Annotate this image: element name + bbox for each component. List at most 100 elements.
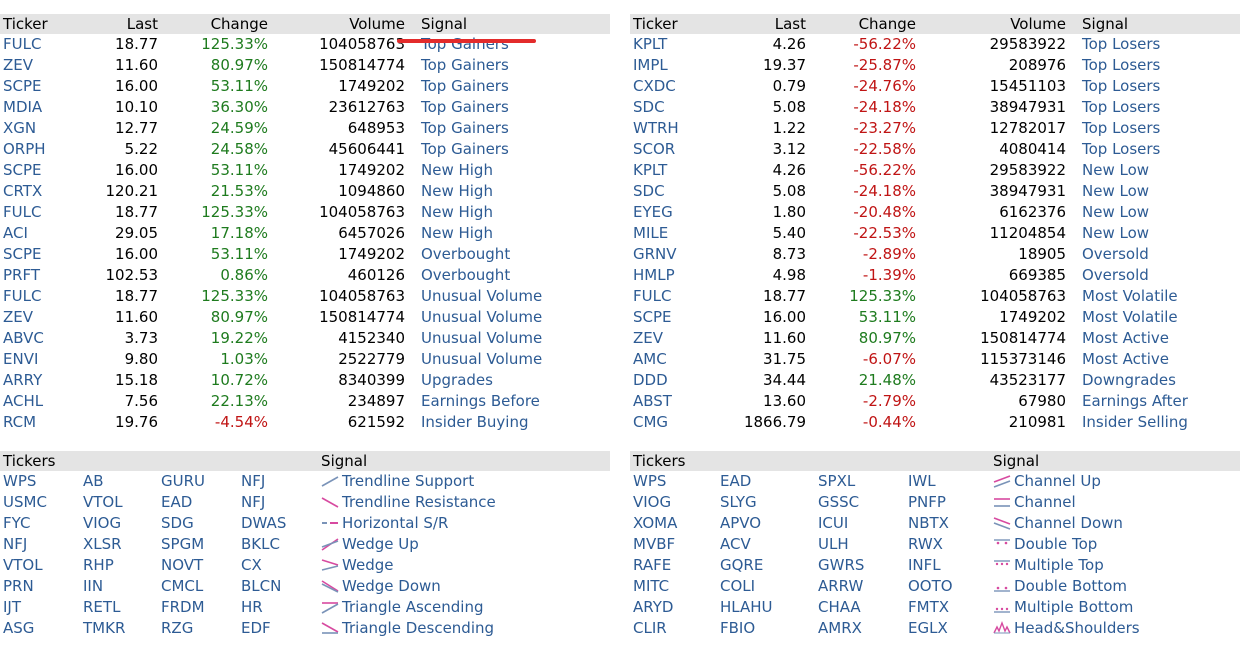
signal-link[interactable]: Unusual Volume [421, 350, 543, 368]
signal-link[interactable]: Top Losers [1082, 140, 1161, 158]
ticker-link[interactable]: CHAA [818, 598, 861, 616]
ticker-link[interactable]: BKLC [241, 535, 280, 553]
ticker-link[interactable]: HLAHU [720, 598, 773, 616]
ticker-link[interactable]: VIOG [83, 514, 122, 532]
ticker-link[interactable]: SCPE [3, 161, 42, 179]
ticker-link[interactable]: AMRX [818, 619, 862, 637]
ticker-link[interactable]: NBTX [908, 514, 949, 532]
signal-link[interactable]: Unusual Volume [421, 329, 543, 347]
ticker-link[interactable]: XLSR [83, 535, 122, 553]
ticker-link[interactable]: FULC [633, 287, 672, 305]
ticker-link[interactable]: MVBF [633, 535, 676, 553]
pattern-signal-link[interactable]: Channel Up [990, 471, 1240, 492]
signal-link[interactable]: Earnings After [1082, 392, 1188, 410]
signal-link[interactable]: New High [421, 203, 493, 221]
pattern-signal-link[interactable]: Multiple Top [990, 555, 1240, 576]
signal-link[interactable]: Earnings Before [421, 392, 540, 410]
pattern-signal-link[interactable]: Triangle Descending [318, 618, 610, 639]
pattern-signal-link[interactable]: Double Bottom [990, 576, 1240, 597]
ticker-link[interactable]: RWX [908, 535, 943, 553]
signal-link[interactable]: Top Gainers [421, 35, 509, 53]
signal-link[interactable]: Insider Selling [1082, 413, 1188, 431]
signal-link[interactable]: Overbought [421, 266, 511, 284]
ticker-link[interactable]: DWAS [241, 514, 287, 532]
ticker-link[interactable]: CXDC [633, 77, 676, 95]
ticker-link[interactable]: RZG [161, 619, 194, 637]
ticker-link[interactable]: SCPE [3, 245, 42, 263]
ticker-link[interactable]: USMC [3, 493, 47, 511]
ticker-link[interactable]: WPS [3, 472, 37, 490]
ticker-link[interactable]: HR [241, 598, 263, 616]
ticker-link[interactable]: EDF [241, 619, 271, 637]
ticker-link[interactable]: RCM [3, 413, 37, 431]
ticker-link[interactable]: IWL [908, 472, 936, 490]
signal-link[interactable]: Top Losers [1082, 56, 1161, 74]
ticker-link[interactable]: RETL [83, 598, 121, 616]
ticker-link[interactable]: TMKR [83, 619, 126, 637]
pattern-signal-link[interactable]: Wedge [318, 555, 610, 576]
ticker-link[interactable]: IIN [83, 577, 104, 595]
ticker-link[interactable]: ULH [818, 535, 849, 553]
ticker-link[interactable]: XOMA [633, 514, 678, 532]
ticker-link[interactable]: ACI [3, 224, 28, 242]
ticker-link[interactable]: APVO [720, 514, 762, 532]
signal-link[interactable]: Upgrades [421, 371, 493, 389]
ticker-link[interactable]: PNFP [908, 493, 946, 511]
ticker-link[interactable]: AMC [633, 350, 667, 368]
signal-link[interactable]: Oversold [1082, 245, 1149, 263]
ticker-link[interactable]: MITC [633, 577, 670, 595]
ticker-link[interactable]: ZEV [633, 329, 664, 347]
ticker-link[interactable]: ARYD [633, 598, 674, 616]
ticker-link[interactable]: SDC [633, 182, 665, 200]
signal-link[interactable]: New High [421, 161, 493, 179]
signal-link[interactable]: Top Gainers [421, 140, 509, 158]
pattern-signal-link[interactable]: Trendline Support [318, 471, 610, 492]
ticker-link[interactable]: CRTX [3, 182, 43, 200]
ticker-link[interactable]: INFL [908, 556, 941, 574]
ticker-link[interactable]: NFJ [3, 535, 28, 553]
ticker-link[interactable]: SPXL [818, 472, 856, 490]
ticker-link[interactable]: RAFE [633, 556, 672, 574]
signal-link[interactable]: Insider Buying [421, 413, 529, 431]
ticker-link[interactable]: ABVC [3, 329, 44, 347]
ticker-link[interactable]: SCOR [633, 140, 676, 158]
ticker-link[interactable]: FULC [3, 287, 42, 305]
pattern-signal-link[interactable]: Head&Shoulders [990, 618, 1240, 639]
ticker-link[interactable]: FMTX [908, 598, 950, 616]
ticker-link[interactable]: ASG [3, 619, 35, 637]
pattern-signal-link[interactable]: Channel [990, 492, 1240, 513]
ticker-link[interactable]: ACHL [3, 392, 44, 410]
ticker-link[interactable]: ARRW [818, 577, 864, 595]
ticker-link[interactable]: VIOG [633, 493, 672, 511]
ticker-link[interactable]: EGLX [908, 619, 948, 637]
ticker-link[interactable]: VTOL [3, 556, 43, 574]
ticker-link[interactable]: EAD [161, 493, 193, 511]
signal-link[interactable]: Top Gainers [421, 56, 509, 74]
signal-link[interactable]: New Low [1082, 203, 1150, 221]
ticker-link[interactable]: MDIA [3, 98, 43, 116]
ticker-link[interactable]: SDG [161, 514, 194, 532]
ticker-link[interactable]: AB [83, 472, 104, 490]
ticker-link[interactable]: ABST [633, 392, 672, 410]
signal-link[interactable]: Top Losers [1082, 77, 1161, 95]
signal-link[interactable]: Top Gainers [421, 77, 509, 95]
ticker-link[interactable]: SDC [633, 98, 665, 116]
ticker-link[interactable]: SPGM [161, 535, 205, 553]
ticker-link[interactable]: WPS [633, 472, 667, 490]
pattern-signal-link[interactable]: Trendline Resistance [318, 492, 610, 513]
ticker-link[interactable]: FRDM [161, 598, 205, 616]
ticker-link[interactable]: KPLT [633, 35, 668, 53]
pattern-signal-link[interactable]: Horizontal S/R [318, 513, 610, 534]
pattern-signal-link[interactable]: Double Top [990, 534, 1240, 555]
ticker-link[interactable]: ENVI [3, 350, 39, 368]
ticker-link[interactable]: ORPH [3, 140, 46, 158]
ticker-link[interactable]: FULC [3, 203, 42, 221]
ticker-link[interactable]: IMPL [633, 56, 668, 74]
ticker-link[interactable]: ICUI [818, 514, 849, 532]
signal-link[interactable]: Most Volatile [1082, 287, 1178, 305]
signal-link[interactable]: Top Gainers [421, 119, 509, 137]
ticker-link[interactable]: ZEV [3, 308, 34, 326]
signal-link[interactable]: Oversold [1082, 266, 1149, 284]
signal-link[interactable]: New High [421, 224, 493, 242]
ticker-link[interactable]: EYEG [633, 203, 673, 221]
